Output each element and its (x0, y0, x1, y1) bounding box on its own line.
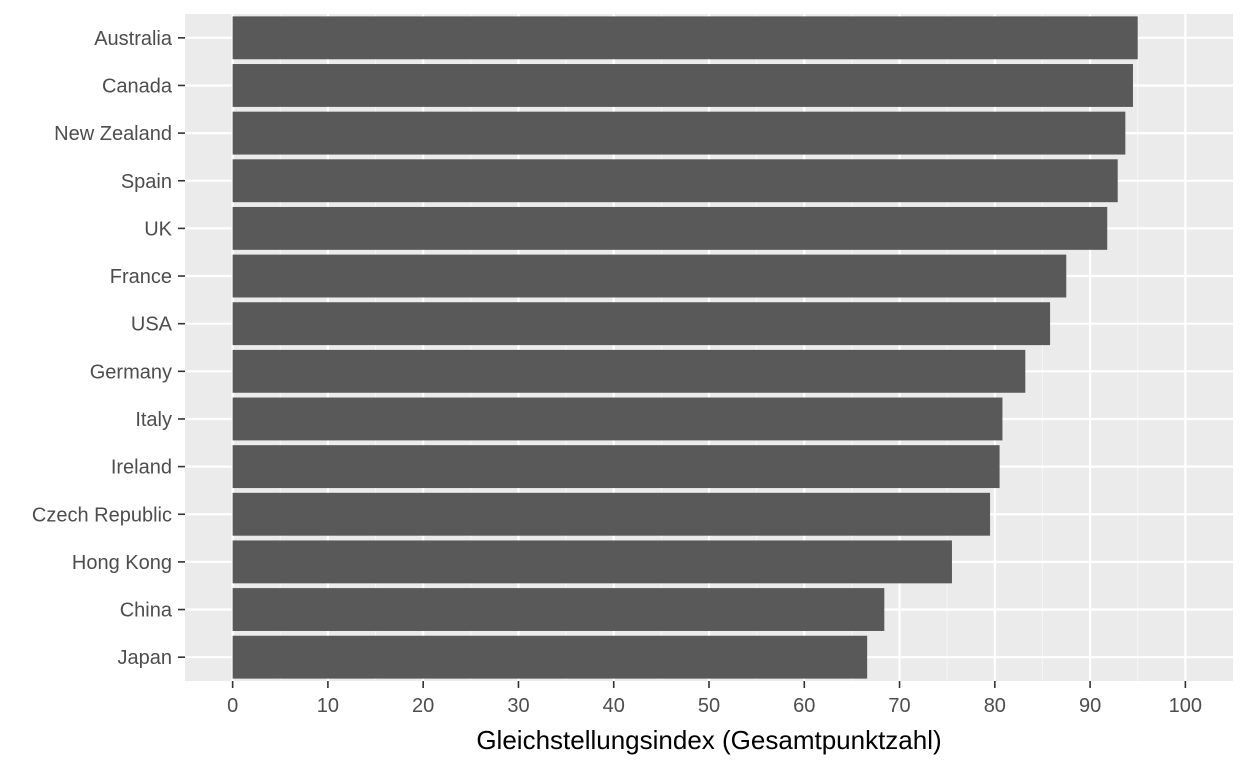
x-tick-label: 70 (888, 695, 910, 717)
y-tick-label: Czech Republic (32, 504, 172, 526)
y-tick-label: Ireland (111, 457, 172, 479)
x-tick-label: 0 (227, 695, 238, 717)
y-tick-label: France (110, 266, 172, 288)
bar-hong-kong (232, 540, 952, 584)
y-tick-label: Japan (118, 647, 173, 669)
y-tick-label: Canada (102, 75, 173, 97)
x-tick-label: 50 (698, 695, 720, 717)
bar-germany (232, 349, 1026, 393)
bar-china (232, 588, 885, 631)
y-tick-label: Spain (121, 171, 172, 193)
bar-france (232, 254, 1067, 298)
bar-spain (232, 159, 1118, 203)
bar-uk (232, 206, 1108, 250)
bar-australia (232, 16, 1138, 60)
y-tick-label: UK (144, 218, 172, 240)
bar-italy (232, 397, 1003, 441)
bar-usa (232, 302, 1051, 346)
bar-czech-republic (232, 492, 991, 536)
x-tick-label: 100 (1169, 695, 1202, 717)
y-tick-label: Australia (94, 28, 173, 50)
x-axis: 0 10 20 30 40 50 60 70 80 90 100 (227, 681, 1202, 717)
y-tick-label: China (120, 600, 173, 622)
y-tick-label: Italy (135, 409, 172, 431)
y-tick-label: Germany (90, 361, 172, 383)
bar-japan (232, 635, 868, 679)
y-axis: Australia Canada New Zealand Spain UK France U… (32, 28, 185, 669)
x-tick-label: 90 (1079, 695, 1101, 717)
bars (232, 16, 1138, 679)
bar-ireland (232, 445, 1000, 489)
x-tick-label: 20 (412, 695, 434, 717)
x-tick-label: 30 (507, 695, 529, 717)
x-tick-label: 40 (603, 695, 625, 717)
bar-canada (232, 64, 1133, 107)
x-tick-label: 80 (984, 695, 1006, 717)
y-tick-label: Hong Kong (72, 552, 172, 574)
y-tick-label: New Zealand (54, 123, 172, 145)
x-axis-title: Gleichstellungsindex (Gesamtpunktzahl) (476, 725, 941, 755)
x-tick-label: 10 (317, 695, 339, 717)
x-tick-label: 60 (793, 695, 815, 717)
y-tick-label: USA (131, 314, 173, 336)
bar-new-zealand (232, 111, 1126, 155)
